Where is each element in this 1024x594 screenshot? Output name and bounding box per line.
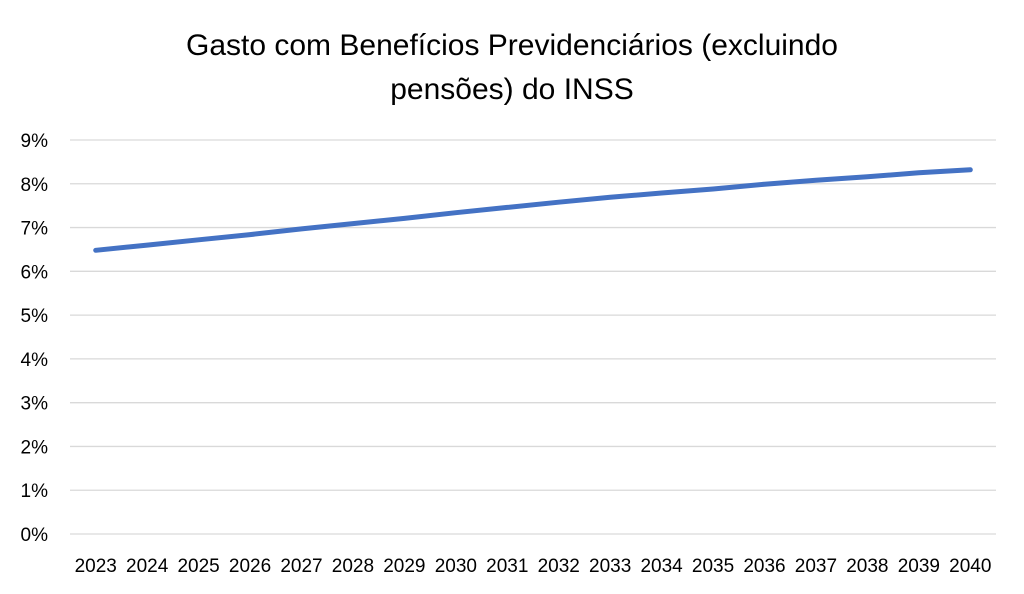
y-tick-label: 6% xyxy=(21,262,49,283)
y-tick-label: 3% xyxy=(21,394,49,415)
x-tick-label: 2037 xyxy=(795,556,837,577)
chart-title-line-2: pensões) do INSS xyxy=(390,73,633,106)
x-tick-label: 2023 xyxy=(75,556,117,577)
x-tick-label: 2029 xyxy=(383,556,425,577)
x-tick-label: 2031 xyxy=(486,556,528,577)
x-tick-label: 2035 xyxy=(692,556,734,577)
x-tick-label: 2033 xyxy=(589,556,631,577)
y-tick-label: 7% xyxy=(21,219,49,240)
x-tick-label: 2036 xyxy=(743,556,785,577)
x-tick-label: 2038 xyxy=(846,556,888,577)
x-tick-label: 2034 xyxy=(640,556,683,577)
x-tick-label: 2028 xyxy=(332,556,374,577)
y-tick-label: 9% xyxy=(21,131,49,152)
series-line-1 xyxy=(93,167,973,253)
x-tick-label: 2039 xyxy=(898,556,940,577)
gridlines xyxy=(70,139,996,535)
x-tick-label: 2040 xyxy=(949,556,991,577)
y-tick-label: 8% xyxy=(21,175,49,196)
y-axis-tick-labels: 0% 1% 2% 3% 4% 5% 6% 7% 8% 9% xyxy=(21,131,49,546)
y-tick-label: 5% xyxy=(21,306,49,327)
chart-title-line-1: Gasto com Benefícios Previdenciários (ex… xyxy=(186,29,838,62)
x-tick-label: 2030 xyxy=(435,556,477,577)
x-axis-tick-labels: 2023 2024 2025 2026 2027 2028 2029 2030 2031 2032… xyxy=(75,556,992,577)
x-tick-label: 2024 xyxy=(126,556,169,577)
y-tick-label: 0% xyxy=(21,525,49,546)
x-tick-label: 2025 xyxy=(177,556,219,577)
x-tick-label: 2026 xyxy=(229,556,271,577)
series-layer xyxy=(93,167,973,253)
x-tick-label: 2032 xyxy=(538,556,580,577)
y-tick-label: 2% xyxy=(21,437,49,458)
y-tick-label: 1% xyxy=(21,481,49,502)
x-tick-label: 2027 xyxy=(280,556,322,577)
y-tick-label: 4% xyxy=(21,350,49,371)
